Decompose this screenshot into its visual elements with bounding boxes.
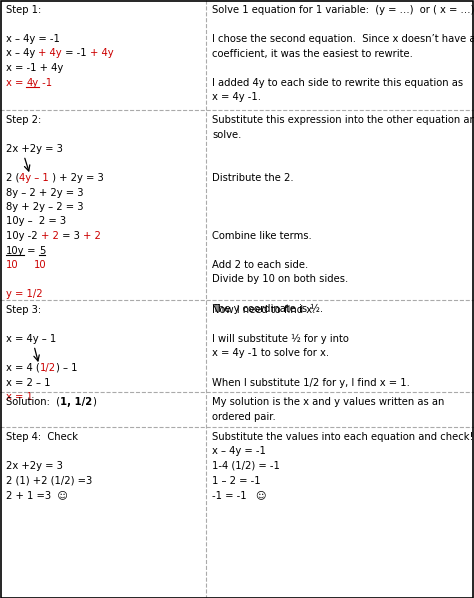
Text: x – 4y = -1: x – 4y = -1	[6, 34, 60, 44]
Text: 1 – 2 = -1: 1 – 2 = -1	[212, 475, 261, 486]
Text: Solution:  (: Solution: (	[6, 397, 60, 407]
Text: Add 2 to each side.: Add 2 to each side.	[212, 260, 309, 270]
Text: ): )	[92, 397, 96, 407]
Text: x – 4y = -1: x – 4y = -1	[212, 447, 266, 456]
Text: I chose the second equation.  Since x doesn’t have a: I chose the second equation. Since x doe…	[212, 34, 474, 44]
Text: Step 3:: Step 3:	[6, 305, 41, 315]
Text: The y coordinate is ½.: The y coordinate is ½.	[212, 304, 323, 313]
Text: 10y –  2 = 3: 10y – 2 = 3	[6, 216, 66, 227]
Text: x = 4y – 1: x = 4y – 1	[6, 334, 56, 344]
Text: My solution is the x and y values written as an: My solution is the x and y values writte…	[212, 397, 445, 407]
Text: 10y -2: 10y -2	[6, 231, 41, 241]
Text: Combine like terms.: Combine like terms.	[212, 231, 312, 241]
Text: Substitute the values into each equation and check!: Substitute the values into each equation…	[212, 432, 474, 442]
Text: Step 2:: Step 2:	[6, 115, 41, 125]
Text: 1-4 (1/2) = -1: 1-4 (1/2) = -1	[212, 461, 280, 471]
Text: + 4y: + 4y	[90, 48, 113, 59]
Text: 2x +2y = 3: 2x +2y = 3	[6, 461, 63, 471]
Text: x =: x =	[6, 78, 27, 87]
Text: 10: 10	[6, 260, 18, 270]
Text: + 2: + 2	[41, 231, 59, 241]
Text: 1/2: 1/2	[40, 363, 56, 373]
Text: -1 = -1   ☺: -1 = -1 ☺	[212, 490, 266, 500]
Text: solve.: solve.	[212, 130, 242, 139]
Text: When I substitute 1/2 for y, I find x = 1.: When I substitute 1/2 for y, I find x = …	[212, 377, 410, 388]
Text: I will substitute ½ for y into: I will substitute ½ for y into	[212, 334, 349, 344]
Text: x = 4y -1 to solve for x.: x = 4y -1 to solve for x.	[212, 349, 329, 358]
Text: 10y: 10y	[6, 246, 25, 255]
Text: + 2: + 2	[82, 231, 100, 241]
Text: Step 1:: Step 1:	[6, 5, 41, 15]
Text: 2 + 1 =3  ☺: 2 + 1 =3 ☺	[6, 490, 68, 500]
Text: x = 4 (: x = 4 (	[6, 363, 40, 373]
Text: ) + 2y = 3: ) + 2y = 3	[49, 173, 104, 183]
Text: 4y – 1: 4y – 1	[19, 173, 49, 183]
Text: I added 4y to each side to rewrite this equation as: I added 4y to each side to rewrite this …	[212, 78, 463, 87]
Text: 8y – 2 + 2y = 3: 8y – 2 + 2y = 3	[6, 188, 83, 197]
Text: Now I need to find x.: Now I need to find x.	[212, 305, 316, 315]
Text: = -1: = -1	[62, 48, 90, 59]
Text: 2 (: 2 (	[6, 173, 19, 183]
Text: coefficient, it was the easiest to rewrite.: coefficient, it was the easiest to rewri…	[212, 48, 413, 59]
Text: 2 (1) +2 (1/2) =3: 2 (1) +2 (1/2) =3	[6, 475, 92, 486]
Text: Substitute this expression into the other equation and: Substitute this expression into the othe…	[212, 115, 474, 125]
Text: Solve 1 equation for 1 variable:  (y = …)  or ( x = …): Solve 1 equation for 1 variable: (y = …)…	[212, 5, 474, 15]
Text: =: =	[25, 246, 39, 255]
Text: x – 4y: x – 4y	[6, 48, 38, 59]
Text: 5: 5	[39, 246, 46, 255]
Text: 10: 10	[34, 260, 47, 270]
Text: ordered pair.: ordered pair.	[212, 411, 276, 422]
Text: 8y + 2y – 2 = 3: 8y + 2y – 2 = 3	[6, 202, 83, 212]
Text: x = 4y -1.: x = 4y -1.	[212, 92, 261, 102]
Text: Distribute the 2.: Distribute the 2.	[212, 173, 294, 183]
Text: y = 1/2: y = 1/2	[6, 289, 43, 299]
Text: 4y: 4y	[27, 78, 38, 87]
Text: 1, 1/2: 1, 1/2	[60, 397, 92, 407]
Text: Divide by 10 on both sides.: Divide by 10 on both sides.	[212, 274, 348, 285]
Text: + 4y: + 4y	[38, 48, 62, 59]
Text: x = 2 – 1: x = 2 – 1	[6, 377, 51, 388]
Text: ) – 1: ) – 1	[56, 363, 77, 373]
Text: 2x +2y = 3: 2x +2y = 3	[6, 144, 63, 154]
Text: -1: -1	[38, 78, 52, 87]
Text: Step 4:  Check: Step 4: Check	[6, 432, 78, 442]
Text: x = 1: x = 1	[6, 392, 33, 402]
Text: x = -1 + 4y: x = -1 + 4y	[6, 63, 63, 73]
Text: = 3: = 3	[59, 231, 82, 241]
